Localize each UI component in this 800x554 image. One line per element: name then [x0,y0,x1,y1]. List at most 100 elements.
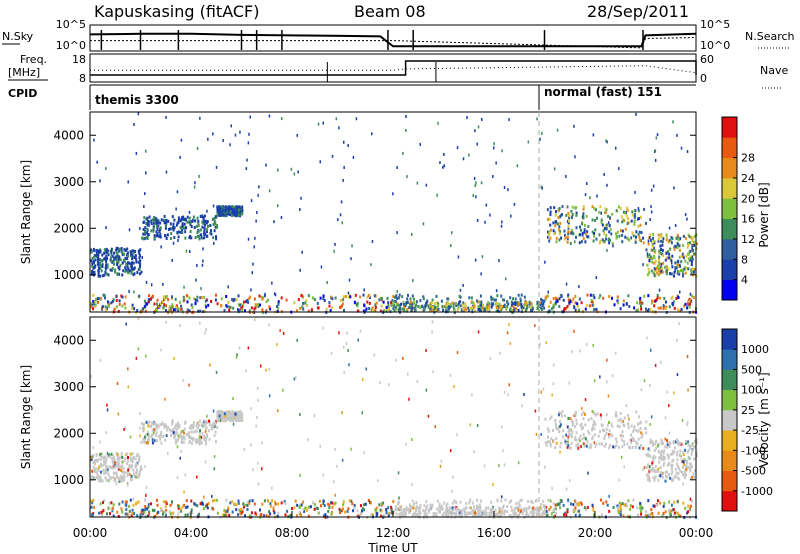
echo-cell [616,424,619,428]
echo-cell [194,438,197,442]
echo-cell [565,442,568,446]
echo-cell [99,274,101,278]
echo-cell [186,215,189,219]
echo-cell [286,509,289,513]
echo-cell [342,503,345,507]
echo-cell [525,303,528,307]
echo-cell [137,260,140,264]
echo-cell [406,175,408,179]
echo-cell [505,306,507,310]
echo-cell [681,471,684,474]
echo-cell [554,514,557,518]
echo-cell [663,296,666,300]
echo-cell [634,445,637,449]
echo-cell [551,486,553,490]
freq-line [90,60,697,76]
echo-cell [333,249,335,253]
echo-cell [454,500,457,504]
echo-cell [679,237,682,241]
echo-cell [236,411,239,415]
echo-cell [544,417,547,421]
echo-cell [185,218,187,222]
echo-cell [567,225,570,228]
echo-cell [145,354,147,358]
echo-cell [615,444,618,448]
echo-cell [293,301,296,305]
echo-cell [490,298,493,302]
echo-cell [116,263,119,266]
echo-cell [110,501,113,505]
echo-cell [670,503,673,507]
echo-cell [473,514,476,518]
echo-cell [690,268,692,272]
echo-cell [165,434,168,438]
echo-cell [552,297,555,300]
echo-cell [177,506,180,510]
echo-cell [525,509,528,513]
echo-cell [583,435,586,439]
echo-cell [216,225,218,229]
echo-cell [682,473,685,477]
echo-cell [190,499,193,503]
echo-cell [658,288,661,292]
echo-cell [450,244,452,248]
echo-cell [422,222,425,226]
echo-cell [129,435,132,439]
echo-cell [604,207,607,211]
echo-cell [565,282,568,286]
echo-cell [689,477,692,481]
echo-cell [677,259,680,263]
echo-cell [628,445,630,449]
echo-cell [103,462,106,466]
echo-cell [525,308,527,312]
echo-cell [604,434,606,438]
echo-cell [181,228,184,232]
echo-cell [91,262,94,266]
echo-cell [485,506,487,510]
echo-cell [577,503,580,507]
echo-cell [672,120,674,124]
power-ytick-label: 2000 [53,221,84,235]
echo-cell [550,512,553,516]
echo-cell [622,419,625,423]
echo-cell [431,298,434,302]
echo-cell [116,453,119,457]
echo-cell [670,241,673,245]
echo-cell [667,250,669,254]
echo-cell [591,218,594,222]
echo-cell [543,504,546,508]
echo-cell [490,500,493,504]
noise-series-line [89,32,697,48]
echo-cell [395,512,398,516]
echo-cell [589,445,592,449]
echo-cell [102,509,105,513]
echo-cell [273,511,276,515]
velocity-ylabel: Slant Range [km] [19,365,33,469]
echo-cell [584,437,587,441]
echo-cell [104,296,106,300]
echo-cell [94,303,97,307]
echo-cell [284,501,287,505]
power-colorbar-swatch [722,218,737,240]
echo-cell [527,140,530,144]
echo-cell [225,304,228,308]
echo-cell [217,209,220,212]
echo-cell [623,211,626,215]
echo-cell [155,225,158,229]
echo-cell [301,305,304,309]
echo-cell [130,271,133,275]
echo-cell [375,506,378,510]
echo-cell [106,470,109,474]
echo-cell [162,295,165,299]
power-colorbar-label: Power [dB] [757,182,771,247]
velocity-colorbar-swatch [722,349,737,370]
echo-cell [177,219,180,223]
echo-cell [446,297,449,301]
echo-cell [199,309,202,313]
echo-cell [556,297,559,301]
echo-cell [111,459,114,463]
echo-cell [113,262,115,266]
power-ytick-label: 1000 [53,268,84,282]
echo-cell [140,465,142,469]
